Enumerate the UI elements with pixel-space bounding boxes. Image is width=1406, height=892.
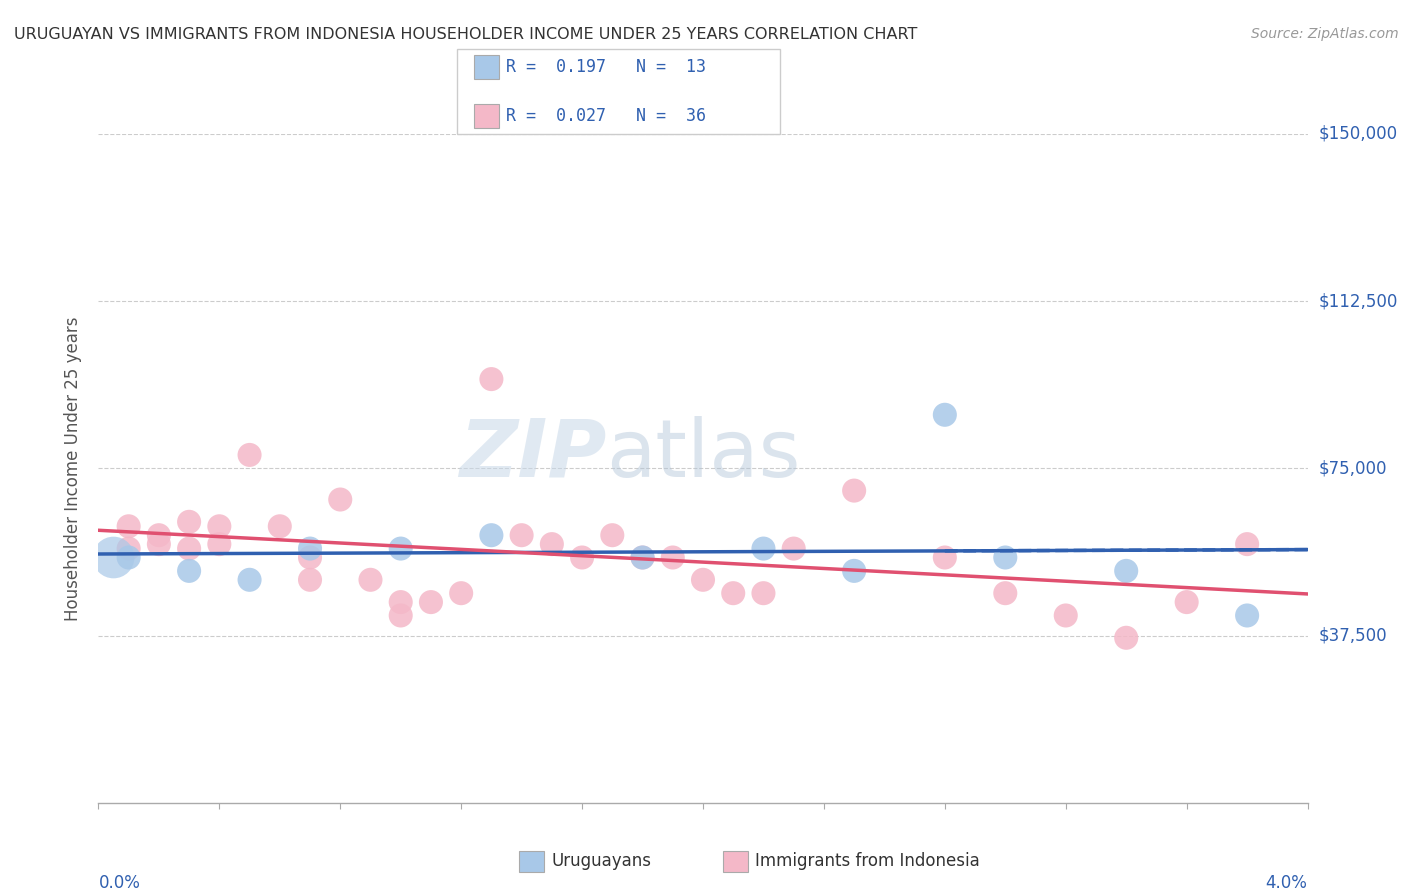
Text: $150,000: $150,000 (1319, 125, 1398, 143)
Point (1236, 537, 1258, 551)
Point (540, 537, 562, 551)
Point (479, 372, 503, 386)
Point (1054, 608, 1077, 623)
Text: Uruguayans: Uruguayans (551, 852, 651, 870)
Point (299, 550, 322, 565)
Point (1115, 564, 1137, 578)
Point (782, 541, 804, 556)
Point (661, 550, 683, 565)
Point (208, 519, 231, 533)
Point (752, 541, 775, 556)
Text: Immigrants from Indonesia: Immigrants from Indonesia (755, 852, 980, 870)
Point (994, 586, 1017, 600)
Point (239, 573, 262, 587)
Point (118, 550, 141, 565)
Point (329, 492, 352, 507)
Text: $75,000: $75,000 (1319, 459, 1388, 477)
Point (103, 550, 125, 565)
Point (269, 519, 291, 533)
Text: Source: ZipAtlas.com: Source: ZipAtlas.com (1251, 27, 1399, 41)
Point (299, 541, 322, 556)
Point (179, 541, 201, 556)
Point (994, 550, 1017, 565)
Point (148, 537, 170, 551)
Point (419, 595, 441, 609)
Point (389, 595, 412, 609)
Text: atlas: atlas (606, 416, 800, 494)
Text: ZIP: ZIP (458, 416, 606, 494)
Point (692, 573, 714, 587)
Point (934, 550, 956, 565)
Point (479, 528, 503, 542)
Point (359, 573, 381, 587)
Y-axis label: Householder Income Under 25 years: Householder Income Under 25 years (65, 316, 83, 621)
Point (602, 528, 624, 542)
Point (389, 541, 412, 556)
Point (450, 586, 472, 600)
Text: 4.0%: 4.0% (1265, 874, 1308, 892)
Text: R =  0.027   N =  36: R = 0.027 N = 36 (506, 107, 706, 125)
Point (118, 541, 141, 556)
Point (299, 573, 322, 587)
Point (1175, 595, 1198, 609)
Point (389, 608, 412, 623)
Point (1115, 631, 1137, 645)
Text: $37,500: $37,500 (1319, 626, 1388, 645)
Point (118, 519, 141, 533)
Point (631, 550, 654, 565)
Point (844, 564, 866, 578)
Point (510, 528, 533, 542)
Point (844, 483, 866, 498)
Text: R =  0.197   N =  13: R = 0.197 N = 13 (506, 58, 706, 76)
Point (571, 550, 593, 565)
Point (179, 515, 201, 529)
Point (631, 550, 654, 565)
Text: $112,500: $112,500 (1319, 292, 1398, 310)
Point (1236, 608, 1258, 623)
Text: URUGUAYAN VS IMMIGRANTS FROM INDONESIA HOUSEHOLDER INCOME UNDER 25 YEARS CORRELA: URUGUAYAN VS IMMIGRANTS FROM INDONESIA H… (14, 27, 918, 42)
Point (179, 564, 201, 578)
Point (208, 537, 231, 551)
Point (752, 586, 775, 600)
Point (148, 528, 170, 542)
Point (723, 586, 745, 600)
Point (239, 448, 262, 462)
Text: 0.0%: 0.0% (98, 874, 141, 892)
Point (934, 408, 956, 422)
